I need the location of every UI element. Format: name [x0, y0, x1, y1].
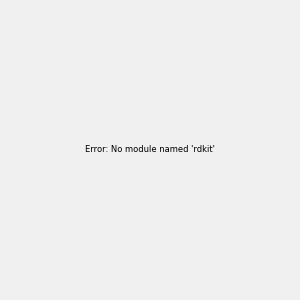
Text: Error: No module named 'rdkit': Error: No module named 'rdkit' — [85, 146, 215, 154]
